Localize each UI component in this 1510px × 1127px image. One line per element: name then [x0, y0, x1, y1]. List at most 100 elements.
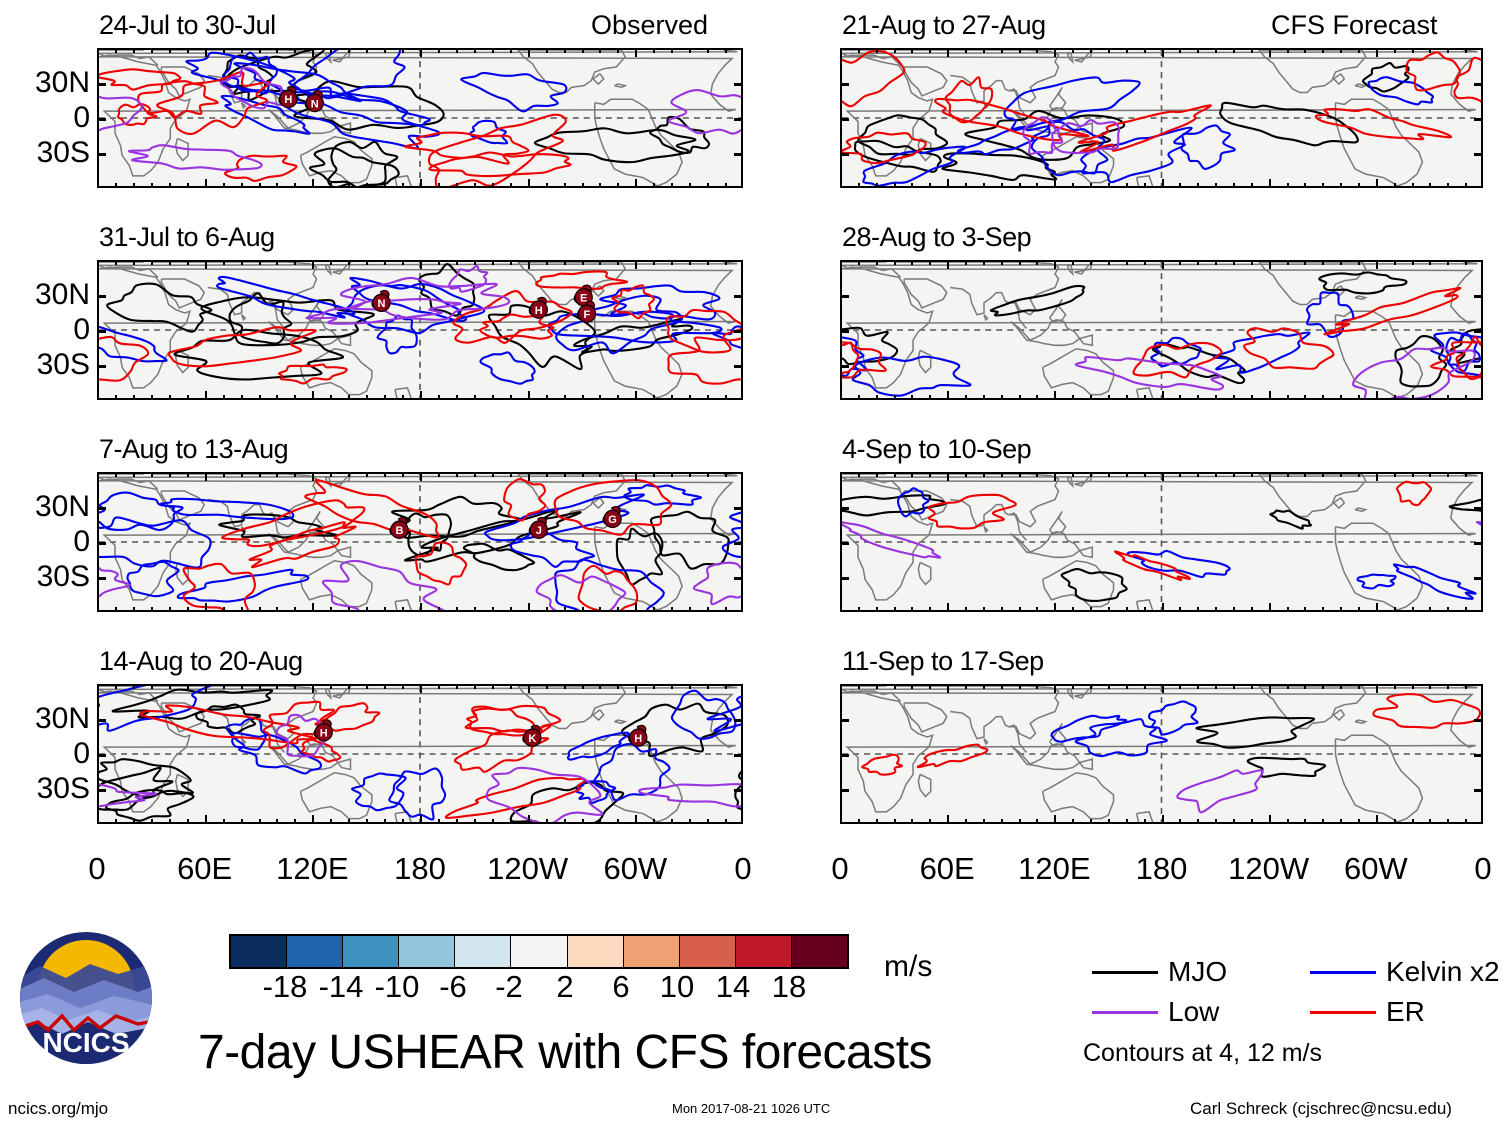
axis-tick: [402, 472, 405, 477]
axis-tick: [240, 684, 243, 689]
axis-tick: [1474, 83, 1483, 86]
axis-tick: [965, 183, 968, 188]
footer-site-link[interactable]: ncics.org/mjo: [8, 1099, 109, 1118]
axis-tick: [384, 819, 387, 824]
axis-tick: [1286, 607, 1289, 612]
panel-column-header: CFS Forecast: [1271, 10, 1438, 40]
axis-tick: [1250, 183, 1253, 188]
axis-tick: [1304, 472, 1307, 477]
panel-title-6: 4-Sep to 10-Sep: [842, 434, 1032, 464]
axis-tick: [1215, 183, 1218, 188]
svg-text:N: N: [378, 298, 386, 310]
axis-tick: [1179, 395, 1182, 400]
axis-tick: [402, 395, 405, 400]
axis-tick: [348, 472, 351, 477]
axis-tick: [1232, 395, 1235, 400]
x-tick-label: 0: [1474, 851, 1492, 886]
axis-tick: [1000, 48, 1003, 53]
axis-tick: [707, 607, 710, 612]
axis-tick: [563, 183, 566, 188]
axis-tick: [1072, 260, 1075, 265]
axis-tick: [1232, 684, 1235, 689]
axis-tick: [312, 603, 315, 612]
axis-tick: [1107, 48, 1110, 53]
storm-marker: H: [628, 724, 648, 747]
axis-tick: [1411, 48, 1414, 53]
axis-tick: [734, 295, 743, 298]
axis-tick: [875, 819, 878, 824]
axis-tick: [312, 815, 315, 824]
axis-tick: [734, 153, 743, 156]
axis-tick: [1357, 260, 1360, 265]
axis-tick: [114, 607, 117, 612]
axis-tick: [1375, 472, 1378, 481]
axis-tick: [1143, 684, 1146, 689]
axis-tick: [527, 391, 530, 400]
axis-tick: [1232, 472, 1235, 477]
axis-tick: [911, 607, 914, 612]
axis-tick: [689, 183, 692, 188]
axis-tick: [581, 819, 584, 824]
axis-tick: [563, 472, 566, 477]
axis-tick: [473, 607, 476, 612]
axis-tick: [1250, 819, 1253, 824]
axis-tick: [420, 684, 422, 693]
axis-tick: [312, 391, 315, 400]
axis-tick: [840, 577, 849, 580]
axis-tick: [1000, 819, 1003, 824]
axis-tick: [97, 330, 106, 333]
y-tick-label: 30N: [34, 278, 90, 311]
axis-tick: [294, 395, 297, 400]
axis-tick: [1000, 472, 1003, 477]
axis-tick: [1447, 684, 1450, 689]
axis-tick: [1036, 395, 1039, 400]
axis-tick: [689, 472, 692, 477]
axis-tick: [1340, 819, 1343, 824]
legend-label: ER: [1386, 996, 1425, 1027]
axis-tick: [312, 260, 315, 269]
axis-tick: [1447, 472, 1450, 477]
axis-tick: [455, 819, 458, 824]
axis-tick: [929, 183, 932, 188]
axis-tick: [617, 819, 620, 824]
axis-tick: [617, 48, 620, 53]
colorbar-label: -14: [318, 969, 364, 1004]
axis-tick: [1107, 395, 1110, 400]
axis-tick: [1125, 472, 1128, 477]
axis-tick: [240, 395, 243, 400]
axis-tick: [563, 819, 566, 824]
axis-tick: [929, 472, 932, 477]
axis-tick: [1375, 684, 1378, 693]
axis-tick: [1036, 183, 1039, 188]
axis-tick: [1179, 607, 1182, 612]
axis-tick: [384, 472, 387, 477]
axis-tick: [1072, 819, 1075, 824]
axis-tick: [1250, 607, 1253, 612]
storm-marker: N: [371, 289, 391, 313]
axis-tick: [599, 183, 602, 188]
axis-tick: [204, 815, 207, 824]
axis-tick: [1304, 183, 1307, 188]
axis-tick: [222, 472, 225, 477]
storm-marker: H: [278, 86, 298, 109]
axis-tick: [527, 815, 530, 824]
axis-tick: [734, 365, 743, 368]
axis-tick: [168, 607, 171, 612]
axis-tick: [437, 819, 440, 824]
axis-tick: [1143, 819, 1146, 824]
axis-tick: [1143, 183, 1146, 188]
axis-tick: [437, 183, 440, 188]
colorbar-segment-6: [567, 936, 624, 967]
axis-tick: [294, 684, 297, 689]
axis-tick: [1375, 391, 1378, 400]
axis-tick: [168, 395, 171, 400]
storm-marker: N: [304, 90, 324, 113]
axis-tick: [1054, 260, 1057, 269]
axis-tick: [1268, 684, 1271, 693]
axis-tick: [1357, 819, 1360, 824]
axis-tick: [875, 607, 878, 612]
axis-tick: [258, 472, 261, 477]
axis-tick: [875, 260, 878, 265]
x-tick-label: 180: [1135, 851, 1188, 886]
svg-text:H: H: [284, 94, 292, 106]
